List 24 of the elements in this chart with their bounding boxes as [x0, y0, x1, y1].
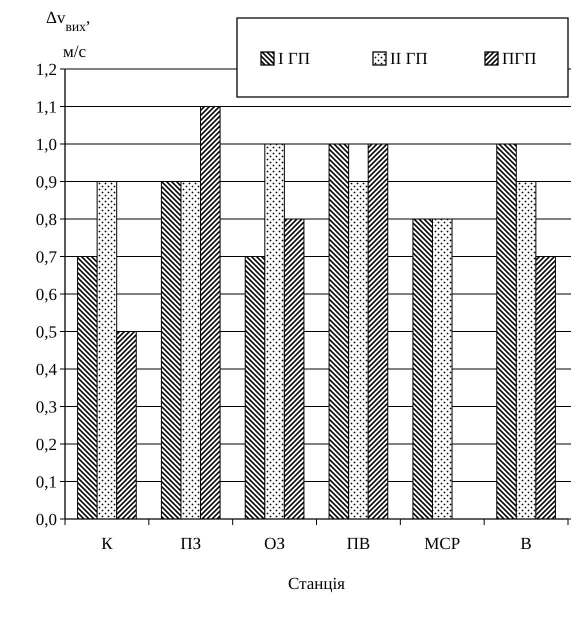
y-tick-label: 1,0: [36, 134, 57, 154]
y-tick-label: 1,2: [36, 60, 57, 79]
x-tick-label: В: [520, 534, 532, 553]
legend-label: ІІ ГП: [390, 49, 428, 68]
y-tick-label: 0,7: [36, 247, 58, 266]
x-tick-label: МСР: [424, 534, 460, 553]
y-tick-label: 0,2: [36, 434, 57, 454]
x-tick-label: ОЗ: [264, 534, 285, 553]
x-tick-label: К: [101, 534, 114, 553]
y-tick-label: 0,6: [36, 284, 57, 304]
y-tick-label: 0,5: [36, 322, 57, 342]
x-axis-title: Станція: [288, 574, 346, 593]
y-tick-label: 0,0: [36, 510, 57, 529]
y-tick-label: 0,1: [36, 472, 57, 492]
y-tick-label: 0,8: [36, 210, 57, 229]
y-tick-label: 0,3: [36, 397, 57, 416]
y-tick-label: 1,1: [36, 97, 57, 116]
legend-label: І ГП: [278, 49, 310, 68]
x-tick-label: ПВ: [346, 534, 370, 553]
x-tick-label: ПЗ: [180, 534, 202, 553]
y-tick-label: 0,4: [36, 360, 58, 379]
y-axis-title: Δv$_{вих}$, м/с: [46, 8, 90, 61]
legend-label: ПГП: [502, 49, 536, 68]
y-tick-label: 0,9: [36, 172, 57, 192]
